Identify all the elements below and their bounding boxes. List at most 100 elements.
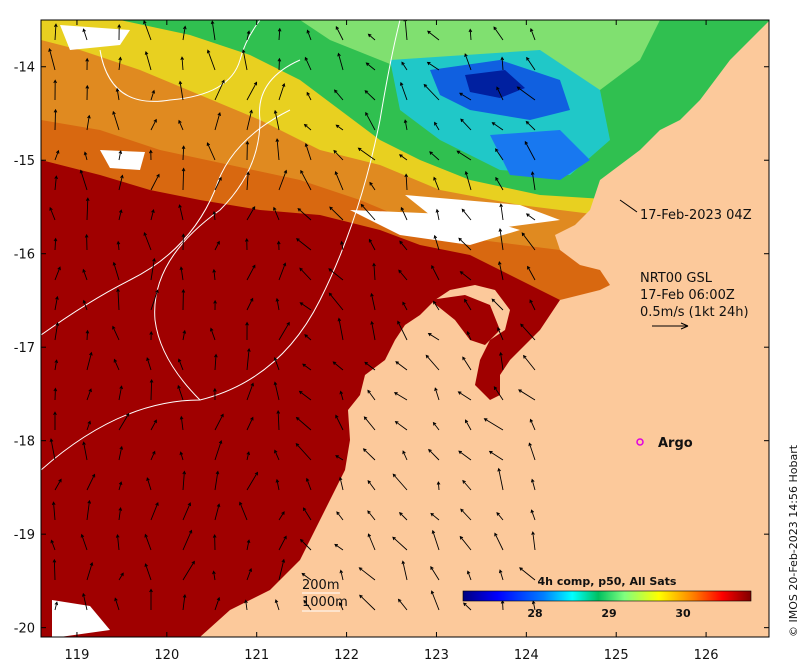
current-vector	[149, 588, 153, 611]
current-vector	[338, 476, 344, 491]
current-vector	[80, 533, 88, 551]
current-vector	[112, 110, 120, 131]
current-vector	[118, 572, 124, 581]
current-vector	[364, 361, 376, 371]
current-vector	[244, 599, 248, 611]
current-vector	[335, 25, 344, 41]
current-vector	[214, 79, 225, 101]
current-vector	[497, 261, 504, 281]
x-axis-tick-label: 122	[334, 648, 359, 663]
current-vector	[177, 384, 184, 401]
current-vector	[367, 533, 376, 551]
current-vector	[459, 271, 472, 281]
current-vector	[245, 321, 249, 341]
current-vector	[82, 28, 88, 41]
colorbar-tick: 30	[675, 607, 691, 620]
current-vector	[178, 204, 184, 221]
current-vector	[530, 478, 536, 491]
y-axis-tick-label: -20	[14, 622, 35, 637]
current-vector	[274, 449, 280, 461]
colorbar-tick: 29	[601, 607, 616, 620]
current-vector	[178, 80, 184, 101]
current-vector	[214, 596, 221, 611]
current-vector	[493, 386, 504, 401]
current-vector	[86, 420, 91, 431]
current-vector	[306, 29, 312, 41]
current-vector	[460, 508, 472, 521]
current-vector	[214, 470, 220, 491]
current-vector	[114, 597, 120, 611]
y-axis-tick-label: -19	[14, 528, 35, 543]
current-vector	[182, 529, 193, 551]
current-vector	[426, 61, 440, 71]
current-vector	[143, 20, 152, 41]
current-vector	[399, 240, 408, 251]
current-vector	[456, 150, 472, 161]
current-vector	[337, 52, 344, 71]
current-vector	[431, 264, 440, 281]
current-vector	[180, 56, 185, 71]
current-vector	[306, 91, 312, 101]
current-vector	[335, 414, 344, 431]
current-vector	[397, 320, 408, 341]
current-vector	[302, 363, 312, 371]
current-vector	[529, 299, 536, 311]
current-vector	[466, 570, 472, 581]
current-model-time: 17-Feb 06:00Z	[640, 288, 735, 303]
current-vector	[500, 56, 505, 71]
current-vector	[178, 119, 184, 131]
current-vector	[278, 535, 287, 551]
current-vector	[150, 501, 159, 521]
current-vector	[116, 240, 121, 251]
current-vector	[53, 79, 57, 101]
current-vector	[244, 237, 249, 251]
current-vector	[86, 499, 92, 521]
isobath-1000m	[154, 59, 301, 401]
current-vector	[210, 20, 216, 41]
current-vector	[182, 593, 187, 611]
current-vector	[181, 167, 186, 191]
current-vector	[526, 56, 536, 71]
current-vector	[468, 28, 473, 41]
current-vector	[334, 171, 344, 191]
current-vector	[118, 209, 123, 221]
current-scale-label: 0.5m/s (1kt 24h)	[640, 305, 749, 320]
current-vector	[428, 448, 440, 461]
current-vector	[149, 378, 154, 401]
current-vector	[118, 174, 124, 191]
current-vector	[525, 120, 536, 131]
current-vector	[246, 471, 259, 491]
x-axis-tick-label: 125	[604, 648, 629, 663]
current-vector	[333, 149, 344, 161]
current-vector	[182, 560, 195, 581]
current-vector	[112, 325, 120, 341]
current-model-label: NRT00 GSL	[640, 271, 713, 286]
current-vector	[394, 421, 408, 431]
current-vector	[462, 479, 472, 491]
current-vector	[295, 442, 312, 461]
current-vector	[144, 563, 152, 581]
current-vector	[83, 151, 88, 161]
current-vector	[115, 533, 120, 551]
current-vector	[79, 169, 88, 191]
current-vector	[116, 288, 120, 311]
current-vector	[483, 418, 504, 431]
x-axis-tick-label: 126	[694, 648, 719, 663]
current-vector	[433, 176, 440, 191]
current-vector	[433, 234, 440, 251]
current-vector	[273, 381, 280, 401]
current-vector	[146, 357, 152, 371]
current-vector	[494, 532, 504, 551]
current-vector	[275, 478, 280, 491]
current-vector	[367, 480, 376, 491]
current-vector	[53, 411, 57, 431]
timestamp-leader-line	[619, 199, 638, 213]
current-vector	[434, 387, 440, 401]
current-vector	[395, 361, 408, 371]
current-vector	[399, 512, 408, 521]
current-vector	[54, 175, 58, 191]
current-vector	[54, 601, 59, 611]
current-vector	[433, 300, 440, 311]
imos-credit: © IMOS 20-Feb-2023 14:56 Hobart	[787, 444, 800, 637]
current-vector	[212, 210, 217, 221]
